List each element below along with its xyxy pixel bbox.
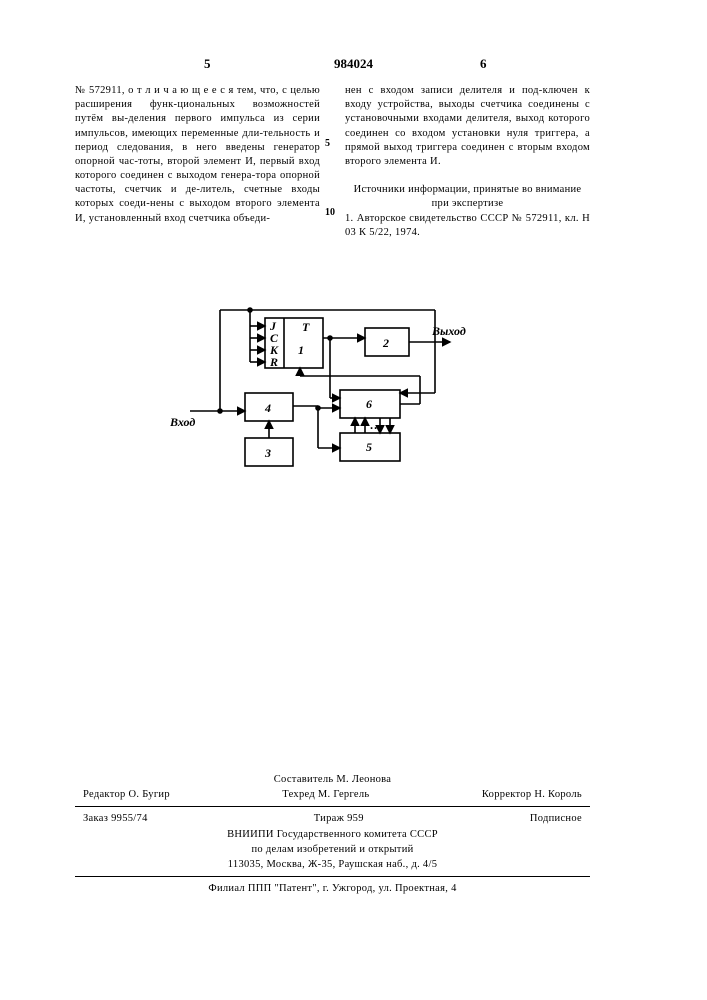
svg-text:Выход: Выход: [431, 324, 466, 338]
rule-2: [75, 876, 590, 877]
svg-text:6: 6: [366, 397, 372, 411]
svg-text:Вход: Вход: [170, 415, 195, 429]
svg-text:2: 2: [382, 336, 389, 350]
refs-title: Источники информации, принятые во вниман…: [345, 183, 590, 211]
rule-1: [75, 806, 590, 807]
svg-text:5: 5: [366, 440, 372, 454]
line-number-5: 5: [325, 138, 330, 149]
tech: Техред М. Гергель: [282, 787, 369, 802]
order: Заказ 9955/74: [83, 811, 148, 826]
svg-text:1: 1: [298, 343, 304, 357]
col-right-p1: нен с входом записи делителя и под-ключе…: [345, 85, 590, 167]
patent-page: 5 984024 6 5 10 № 572911, о т л и ч а ю …: [0, 0, 707, 1000]
patent-number: 984024: [0, 56, 707, 72]
page-number-right: 6: [480, 56, 487, 72]
svg-text:4: 4: [264, 401, 271, 415]
svg-text:3: 3: [264, 446, 271, 460]
branch: Филиал ППП "Патент", г. Ужгород, ул. Про…: [75, 881, 590, 896]
column-left: № 572911, о т л и ч а ю щ е е с я тем, ч…: [75, 84, 320, 226]
block-diagram: … J C K R T 1 2 4 3 6 5 Вход Выход: [170, 298, 480, 483]
refs-item: 1. Авторское свидетельство СССР № 572911…: [345, 213, 590, 238]
podpisnoe: Подписное: [530, 811, 582, 826]
col-left-text: № 572911, о т л и ч а ю щ е е с я тем, ч…: [75, 85, 320, 224]
org-line-1: ВНИИПИ Государственного комитета СССР: [75, 827, 590, 842]
editor: Редактор О. Бугир: [83, 787, 170, 802]
column-right: нен с входом записи делителя и под-ключе…: [345, 84, 590, 240]
imprint-block: Составитель М. Леонова Редактор О. Бугир…: [75, 772, 590, 897]
org-line-2: по делам изобретений и открытий: [75, 842, 590, 857]
svg-text:T: T: [302, 320, 310, 334]
address-1: 113035, Москва, Ж-35, Раушская наб., д. …: [75, 857, 590, 872]
svg-text:R: R: [269, 355, 278, 369]
line-number-10: 10: [325, 207, 335, 218]
svg-text:…: …: [370, 418, 382, 432]
compiler: Составитель М. Леонова: [75, 772, 590, 787]
corrector: Корректор Н. Король: [482, 787, 582, 802]
tirazh: Тираж 959: [314, 811, 364, 826]
